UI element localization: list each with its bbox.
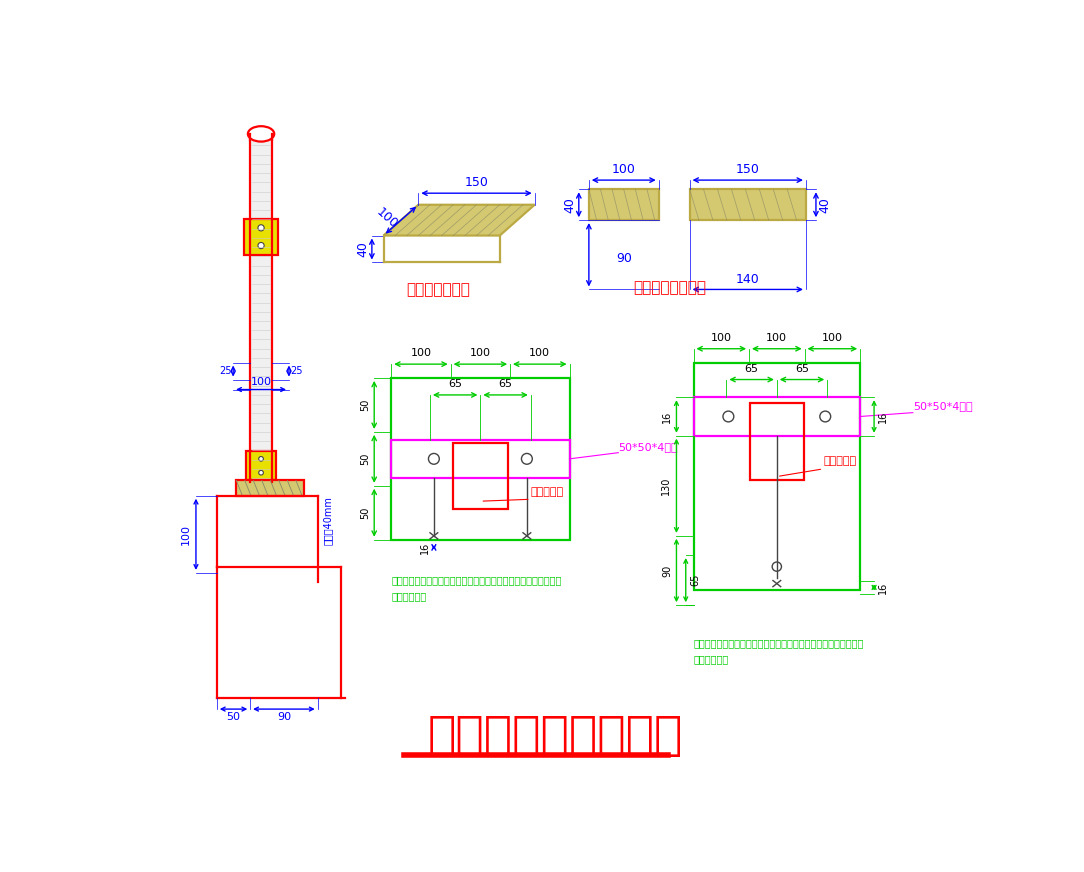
Bar — [750, 404, 804, 480]
Text: 50: 50 — [360, 507, 370, 519]
Text: 25: 25 — [291, 366, 302, 376]
Text: 栏杆宽40mm: 栏杆宽40mm — [323, 496, 333, 545]
Text: 150: 150 — [465, 176, 489, 189]
Text: 100: 100 — [822, 333, 843, 343]
Text: 预埋件焺接。: 预埋件焺接。 — [391, 591, 426, 601]
Text: 100: 100 — [611, 163, 635, 176]
Text: 65: 65 — [795, 364, 809, 374]
Text: 100: 100 — [766, 333, 787, 343]
Bar — [391, 439, 569, 478]
Text: 100: 100 — [250, 377, 272, 387]
Text: 栏杆预压槽: 栏杆预压槽 — [531, 487, 564, 496]
Text: 100: 100 — [469, 349, 491, 358]
Text: 说明：此大样为阳台反边平直接栏杆预埋件前视如图方案。角钢与: 说明：此大样为阳台反边平直接栏杆预埋件前视如图方案。角钢与 — [391, 576, 562, 585]
Circle shape — [521, 453, 532, 464]
Text: 130: 130 — [661, 477, 671, 495]
Text: 16: 16 — [420, 542, 429, 554]
Text: 65: 65 — [499, 379, 513, 389]
Text: 50: 50 — [360, 453, 370, 465]
Text: 100: 100 — [181, 524, 191, 545]
Text: 40: 40 — [818, 197, 831, 213]
Circle shape — [772, 562, 782, 571]
Text: 90: 90 — [662, 564, 672, 576]
Text: 栏杆预埋件剖面图: 栏杆预埋件剖面图 — [634, 281, 707, 296]
Bar — [236, 480, 305, 496]
Circle shape — [258, 242, 264, 249]
Circle shape — [428, 453, 439, 464]
Text: 50*50*4角钢: 50*50*4角钢 — [618, 441, 678, 452]
Bar — [453, 444, 507, 509]
Circle shape — [723, 411, 734, 422]
Text: 25: 25 — [219, 366, 232, 376]
Circle shape — [820, 411, 830, 422]
Text: 说明：此大样为阳台反边转角接栏杆预埋件角视如图方案。角钢与: 说明：此大样为阳台反边转角接栏杆预埋件角视如图方案。角钢与 — [694, 638, 864, 649]
Text: 100: 100 — [711, 333, 732, 343]
Circle shape — [258, 225, 264, 231]
Text: 40: 40 — [564, 197, 577, 213]
Bar — [694, 363, 860, 589]
Bar — [391, 378, 569, 540]
Text: 16: 16 — [662, 411, 672, 423]
Text: 40: 40 — [356, 241, 369, 256]
Circle shape — [259, 457, 263, 461]
Text: 100: 100 — [374, 206, 400, 231]
Bar — [689, 189, 805, 220]
Text: 50: 50 — [360, 399, 370, 411]
Text: 16: 16 — [878, 411, 889, 423]
Bar — [244, 219, 279, 255]
Text: 栏杆预埋件大样: 栏杆预埋件大样 — [405, 282, 469, 297]
Bar — [251, 140, 271, 482]
Text: 65: 65 — [448, 379, 462, 389]
Text: 栏杆预埋件节点大样: 栏杆预埋件节点大样 — [428, 713, 683, 759]
Bar — [246, 451, 275, 480]
Text: 50: 50 — [227, 712, 241, 722]
Bar — [694, 398, 860, 436]
Text: 栏杆预压槽: 栏杆预压槽 — [824, 456, 856, 467]
Circle shape — [259, 470, 263, 475]
Text: 65: 65 — [745, 364, 759, 374]
Text: 16: 16 — [878, 582, 889, 594]
Text: 100: 100 — [529, 349, 551, 358]
Text: 150: 150 — [736, 163, 760, 176]
Text: 100: 100 — [411, 349, 431, 358]
Polygon shape — [384, 205, 534, 235]
Text: 90: 90 — [616, 253, 632, 265]
Bar — [589, 189, 659, 220]
Text: 140: 140 — [736, 273, 760, 286]
Text: 预埋件焺接。: 预埋件焺接。 — [694, 654, 728, 664]
Text: 65: 65 — [691, 574, 700, 586]
Text: 90: 90 — [276, 712, 291, 722]
Text: 50*50*4角钢: 50*50*4角钢 — [913, 401, 972, 412]
